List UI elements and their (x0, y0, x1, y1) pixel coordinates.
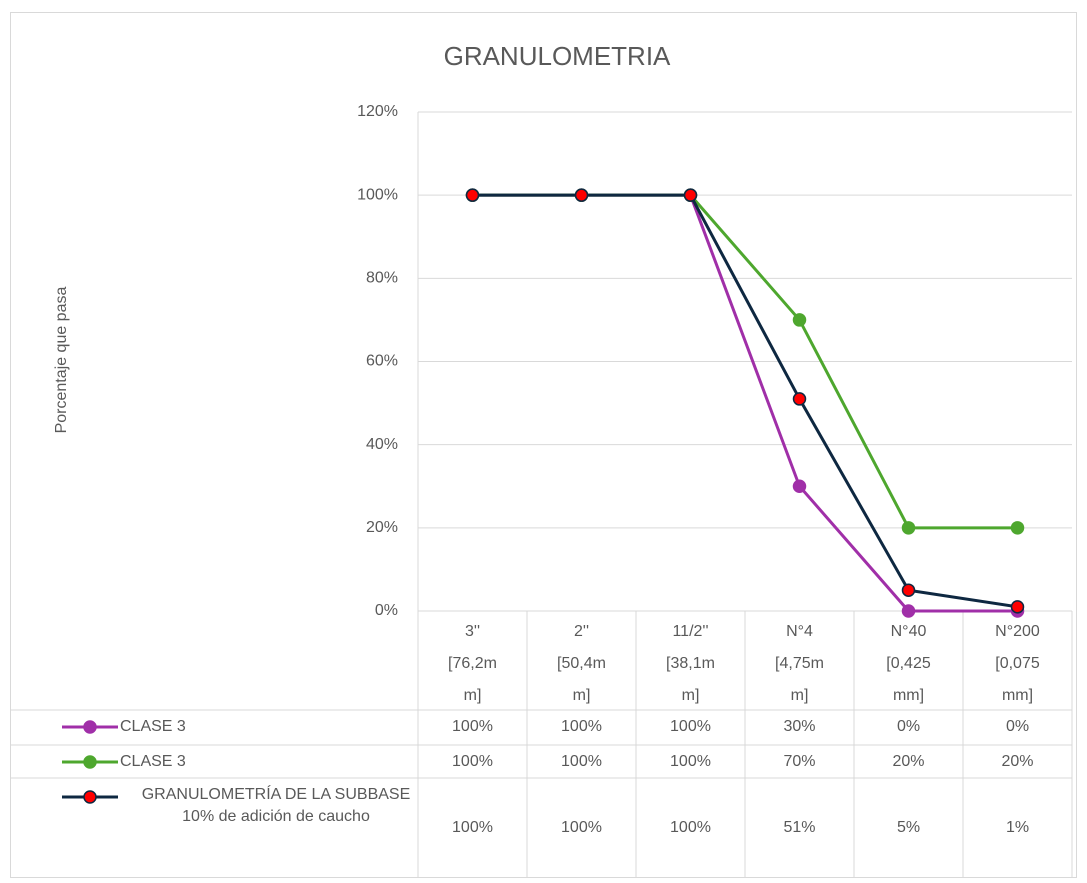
y-tick-label: 40% (366, 436, 398, 453)
x-tick-label: m] (464, 687, 482, 704)
table-value: 100% (452, 819, 493, 836)
table-value: 100% (561, 718, 602, 735)
point (792, 392, 807, 406)
x-tick-label: 2'' (574, 623, 589, 640)
x-tick-label: 3'' (465, 623, 480, 640)
point (901, 604, 916, 618)
chart-title: GRANULOMETRIA (444, 41, 671, 71)
point (901, 583, 916, 597)
x-tick-label: N°200 (995, 623, 1040, 640)
point (1010, 600, 1025, 614)
y-tick-label: 100% (357, 186, 398, 203)
point (465, 188, 480, 202)
x-tick-label: m] (791, 687, 809, 704)
table-value: 20% (892, 753, 924, 770)
table-value: 5% (897, 819, 920, 836)
point (683, 188, 698, 202)
y-tick-label: 20% (366, 519, 398, 536)
point (792, 313, 807, 327)
x-tick-label: N°4 (786, 623, 813, 640)
table-value: 100% (452, 753, 493, 770)
legend-label: CLASE 3 (120, 718, 186, 735)
legend-label: GRANULOMETRÍA DE LA SUBBASE 10% de adici… (141, 786, 411, 825)
table-value: 100% (670, 819, 711, 836)
table-value: 30% (783, 718, 815, 735)
table-value: 0% (1006, 718, 1029, 735)
table-value: 20% (1001, 753, 1033, 770)
x-tick-label: [38,1m (666, 655, 715, 672)
x-tick-label: m] (682, 687, 700, 704)
point (792, 479, 807, 493)
legend-label: CLASE 3 (120, 753, 186, 770)
point (574, 188, 589, 202)
table-value: 70% (783, 753, 815, 770)
x-tick-label: [76,2m (448, 655, 497, 672)
x-tick-label: [0,425 (886, 655, 931, 672)
table-value: 0% (897, 718, 920, 735)
table-value: 100% (561, 819, 602, 836)
y-tick-label: 80% (366, 270, 398, 287)
table-value: 100% (670, 718, 711, 735)
x-tick-label: [0,075 (995, 655, 1040, 672)
legend-marker (83, 790, 97, 804)
x-tick-label: [50,4m (557, 655, 606, 672)
x-tick-label: N°40 (891, 623, 927, 640)
x-tick-label: mm] (1002, 687, 1033, 704)
legend-marker (83, 755, 97, 769)
table-value: 100% (561, 753, 602, 770)
table-value: 51% (783, 819, 815, 836)
point (901, 521, 916, 535)
x-tick-label: [4,75m (775, 655, 824, 672)
point (1010, 521, 1025, 535)
table-value: 1% (1006, 819, 1029, 836)
y-axis-label: Porcentaje que pasa (53, 287, 70, 434)
y-tick-label: 60% (366, 353, 398, 370)
y-tick-label: 0% (375, 602, 398, 619)
series-line (472, 193, 1018, 609)
legend-marker (83, 720, 97, 734)
y-tick-label: 120% (357, 103, 398, 120)
table-value: 100% (452, 718, 493, 735)
x-tick-label: 11/2'' (672, 623, 708, 640)
x-tick-label: m] (573, 687, 591, 704)
table-value: 100% (670, 753, 711, 770)
x-tick-label: mm] (893, 687, 924, 704)
